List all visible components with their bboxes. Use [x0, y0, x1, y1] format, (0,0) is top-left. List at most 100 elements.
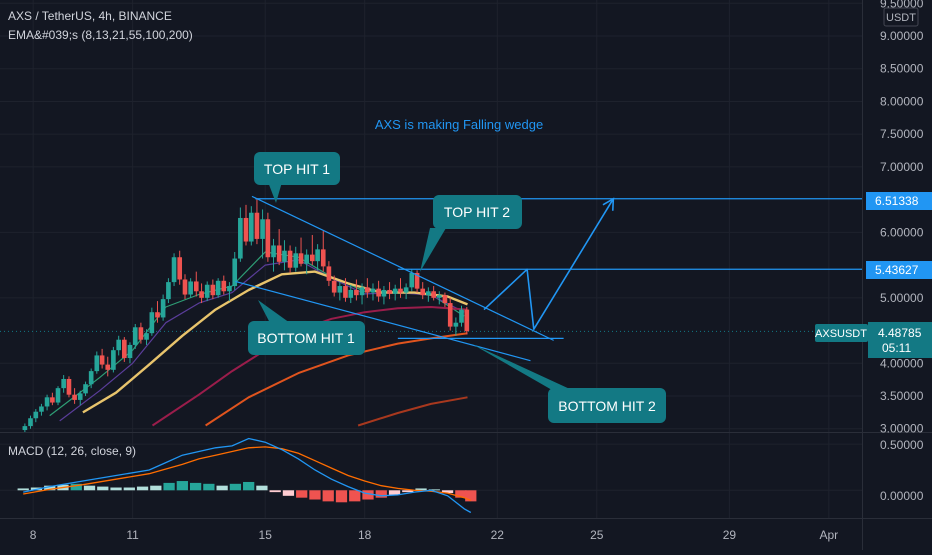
- candle[interactable]: [304, 249, 309, 275]
- candle[interactable]: [111, 346, 116, 373]
- candle[interactable]: [88, 368, 94, 389]
- time-axis[interactable]: 8 11 15 18 22 25 29 Apr: [30, 528, 838, 542]
- ema-legend[interactable]: EMA&#039;s (8,13,21,55,100,200): [8, 28, 193, 42]
- candle[interactable]: [39, 403, 44, 416]
- price-tick: 5.00000: [880, 291, 924, 305]
- candle[interactable]: [337, 282, 343, 301]
- candle[interactable]: [215, 278, 221, 298]
- candle[interactable]: [83, 381, 88, 396]
- price-axis[interactable]: 9.50000 9.00000 8.50000 8.00000 7.50000 7.000…: [815, 0, 932, 436]
- candle[interactable]: [414, 270, 420, 293]
- macd-legend[interactable]: MACD (12, 26, close, 9): [8, 444, 137, 458]
- candle[interactable]: [343, 278, 348, 302]
- candle[interactable]: [254, 198, 260, 245]
- candle[interactable]: [298, 237, 304, 267]
- candle[interactable]: [188, 278, 193, 298]
- bottom-hit-1-callout[interactable]: BOTTOM HIT 1: [248, 300, 365, 355]
- candle[interactable]: [94, 351, 100, 374]
- candle[interactable]: [227, 282, 232, 302]
- candle[interactable]: [453, 317, 459, 336]
- candle[interactable]: [365, 278, 370, 298]
- candle[interactable]: [204, 281, 210, 302]
- candle[interactable]: [44, 394, 50, 411]
- candle[interactable]: [221, 275, 227, 295]
- macd-histogram-bar: [163, 482, 175, 491]
- candle[interactable]: [431, 286, 436, 301]
- top-hit-2-callout[interactable]: TOP HIT 2: [420, 195, 522, 272]
- candle[interactable]: [287, 245, 293, 273]
- candle[interactable]: [77, 390, 83, 406]
- candle[interactable]: [155, 301, 160, 323]
- candle[interactable]: [398, 278, 403, 298]
- candle[interactable]: [160, 294, 166, 321]
- macd-axis[interactable]: 0.50000 0.00000: [880, 438, 924, 503]
- candle[interactable]: [182, 274, 188, 300]
- candle[interactable]: [127, 342, 133, 364]
- candle[interactable]: [28, 415, 33, 429]
- candle[interactable]: [122, 337, 127, 362]
- candle[interactable]: [293, 246, 299, 272]
- candle[interactable]: [149, 307, 155, 336]
- candle[interactable]: [420, 282, 426, 300]
- candle[interactable]: [61, 375, 66, 393]
- candle[interactable]: [265, 212, 271, 262]
- candle[interactable]: [282, 240, 287, 271]
- candle[interactable]: [238, 207, 243, 262]
- candle[interactable]: [359, 283, 365, 305]
- candle[interactable]: [210, 279, 216, 300]
- candle[interactable]: [55, 386, 61, 406]
- candle[interactable]: [232, 252, 238, 290]
- candle[interactable]: [315, 244, 320, 271]
- candle[interactable]: [436, 291, 442, 305]
- candle[interactable]: [354, 279, 359, 301]
- candle[interactable]: [177, 250, 183, 285]
- candle[interactable]: [447, 297, 453, 331]
- bottom-hit-2-callout[interactable]: BOTTOM HIT 2: [472, 344, 666, 423]
- candle[interactable]: [348, 284, 354, 304]
- candle[interactable]: [403, 283, 409, 300]
- candle[interactable]: [370, 283, 376, 301]
- lower-wedge-trendline[interactable]: [235, 280, 531, 362]
- candle[interactable]: [243, 204, 249, 246]
- falling-wedge-annotation[interactable]: AXS is making Falling wedge: [375, 117, 543, 132]
- top-hit-1-callout[interactable]: TOP HIT 1: [254, 152, 340, 203]
- candle[interactable]: [464, 306, 470, 335]
- symbol-title[interactable]: AXS / TetherUS, 4h, BINANCE: [8, 9, 172, 23]
- candle[interactable]: [99, 348, 105, 369]
- candle[interactable]: [326, 261, 332, 287]
- candle[interactable]: [116, 335, 122, 356]
- candle[interactable]: [426, 287, 431, 302]
- candle[interactable]: [271, 238, 276, 272]
- candle[interactable]: [376, 280, 381, 302]
- candle[interactable]: [387, 282, 392, 300]
- candle[interactable]: [392, 284, 398, 301]
- candle[interactable]: [138, 322, 144, 344]
- candle-body: [315, 249, 320, 262]
- candle[interactable]: [459, 305, 464, 327]
- candle[interactable]: [166, 278, 171, 304]
- candle[interactable]: [442, 292, 448, 307]
- candle[interactable]: [50, 392, 55, 406]
- candle[interactable]: [199, 283, 204, 304]
- candle[interactable]: [248, 206, 254, 246]
- candle[interactable]: [320, 231, 326, 272]
- candle[interactable]: [260, 209, 265, 259]
- candle-body: [265, 219, 271, 258]
- candle[interactable]: [171, 253, 177, 287]
- candle[interactable]: [33, 409, 39, 423]
- candle[interactable]: [22, 423, 28, 432]
- candle[interactable]: [72, 388, 77, 404]
- candle[interactable]: [144, 329, 149, 345]
- projection-path[interactable]: [483, 198, 614, 330]
- candle[interactable]: [309, 234, 315, 266]
- candle[interactable]: [381, 286, 387, 305]
- candle[interactable]: [193, 271, 199, 297]
- upper-wedge-trendline[interactable]: [251, 195, 554, 341]
- candle[interactable]: [276, 229, 282, 266]
- candle[interactable]: [66, 376, 72, 398]
- candle[interactable]: [132, 324, 138, 349]
- candle[interactable]: [105, 356, 111, 377]
- candle[interactable]: [331, 275, 337, 297]
